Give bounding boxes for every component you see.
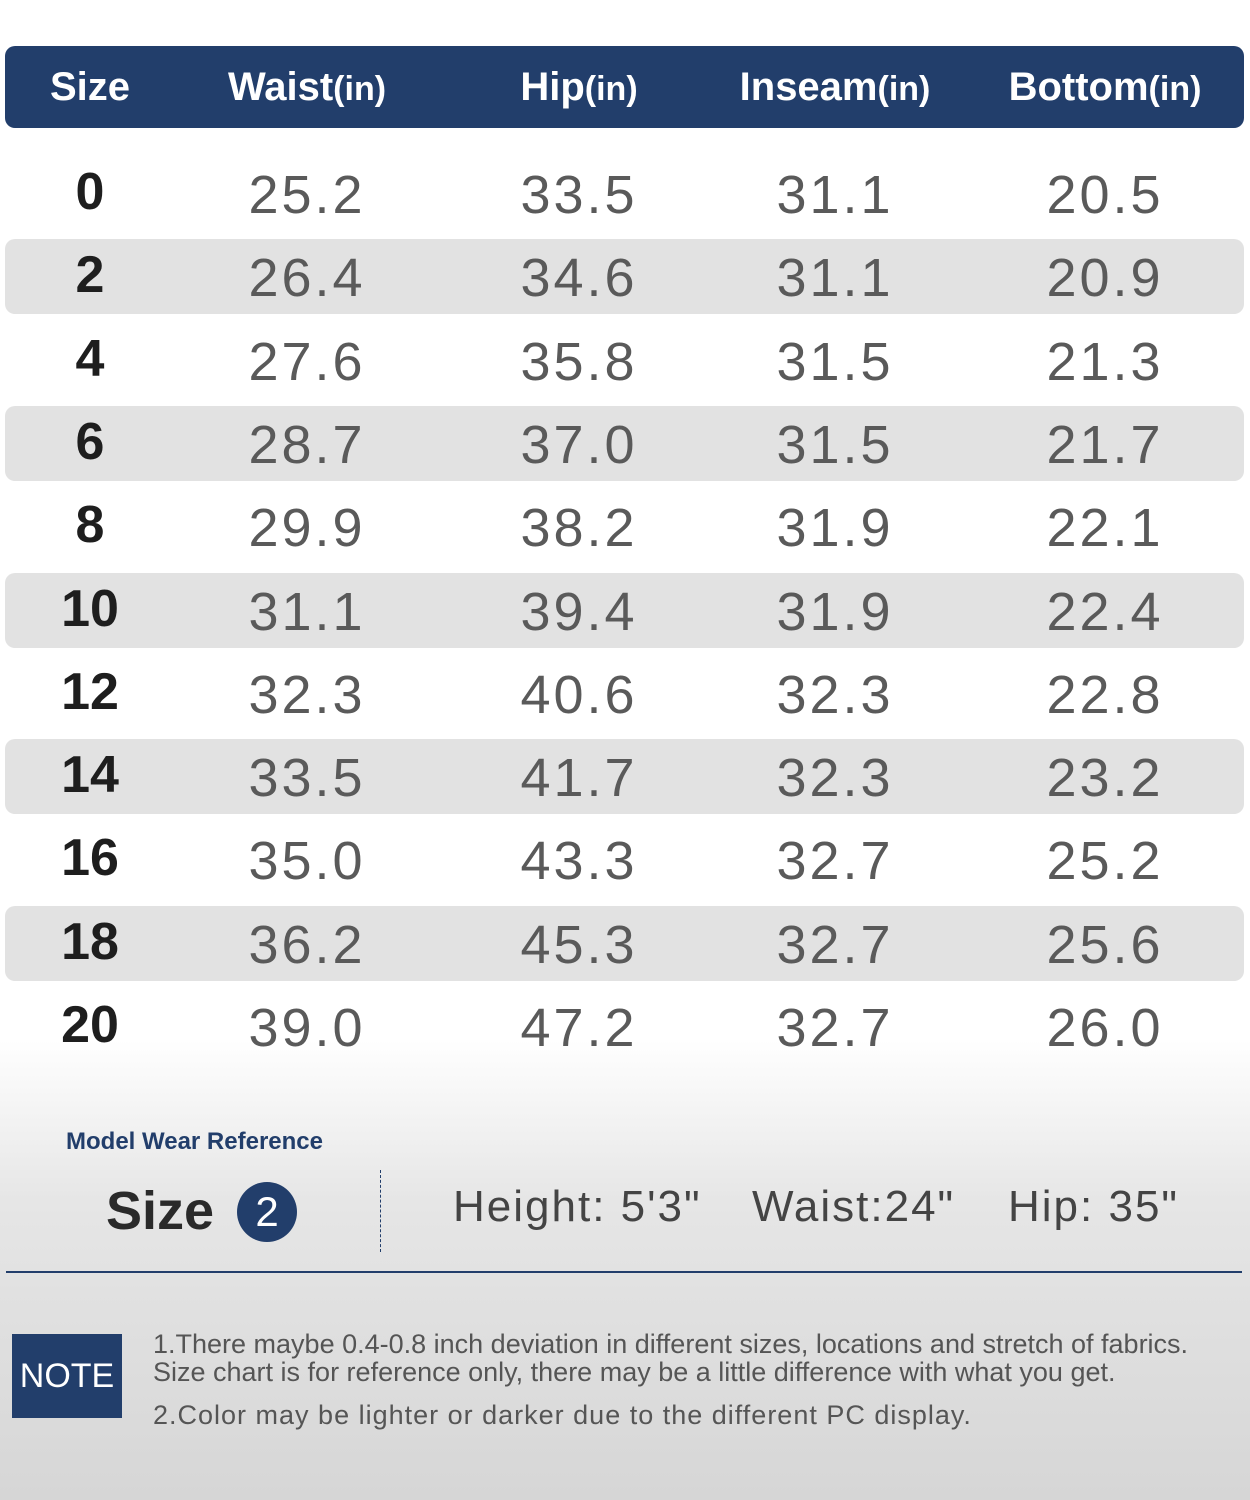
header-label: Bottom (1008, 65, 1149, 109)
header-cell: Waist(in) (187, 46, 427, 128)
row-stripe (5, 572, 1244, 648)
value-cell: 31.1 (776, 248, 894, 309)
value-cell: 38.2 (520, 498, 638, 559)
value-cell: 23.2 (1046, 748, 1164, 809)
header-label: Waist (227, 65, 334, 109)
value-cell: 31.1 (248, 581, 366, 642)
row-stripe (5, 905, 1244, 981)
value-cell: 33.5 (520, 165, 638, 225)
value-cell: 20.9 (1046, 248, 1164, 309)
value-cell: 21.3 (1046, 331, 1164, 392)
value-cell: 41.7 (520, 748, 638, 809)
value-cell: 25.2 (248, 165, 366, 225)
model-measurement: Height: 5'3" (453, 1182, 702, 1231)
value-cell: 33.5 (248, 748, 366, 809)
value-cell: 39.4 (520, 581, 638, 642)
value-cell: 40.6 (520, 664, 638, 725)
note-badge: NOTE (12, 1334, 122, 1418)
value-cell: 28.7 (248, 414, 366, 475)
value-cell: 45.3 (520, 914, 638, 975)
header-label: Hip (520, 65, 585, 109)
value-cell: 25.2 (1046, 831, 1164, 892)
value-cell: 27.6 (248, 331, 366, 392)
divider (380, 1170, 381, 1252)
header-cell: Inseam(in) (715, 46, 955, 128)
value-cell: 20.5 (1046, 165, 1164, 225)
value-cell: 22.1 (1046, 498, 1164, 559)
value-cell: 32.3 (248, 664, 366, 725)
size-cell: 6 (75, 412, 105, 471)
size-cell: 16 (61, 829, 119, 888)
value-cell: 25.6 (1046, 914, 1164, 975)
separator (6, 1271, 1242, 1273)
size-cell: 2 (75, 246, 105, 305)
header-label: Inseam (739, 65, 878, 109)
value-cell: 26.0 (1046, 998, 1164, 1058)
size-cell: 4 (75, 329, 105, 388)
value-cell: 31.9 (776, 581, 894, 642)
header-bar (5, 46, 1244, 128)
value-cell: 34.6 (520, 248, 638, 309)
size-cell: 0 (75, 163, 105, 221)
value-cell: 22.4 (1046, 581, 1164, 642)
value-cell: 37.0 (520, 414, 638, 475)
value-cell: 39.0 (248, 998, 366, 1058)
header-unit: (in) (333, 70, 387, 108)
value-cell: 36.2 (248, 914, 366, 975)
value-cell: 35.8 (520, 331, 638, 392)
value-cell: 29.9 (248, 498, 366, 559)
value-cell: 32.7 (776, 914, 894, 975)
header-label: Size (49, 65, 131, 109)
value-cell: 35.0 (248, 831, 366, 892)
value-cell: 21.7 (1046, 414, 1164, 475)
model-size-label: Size (106, 1181, 215, 1241)
value-cell: 47.2 (520, 998, 638, 1058)
value-cell: 31.5 (776, 414, 894, 475)
value-cell: 31.5 (776, 331, 894, 392)
size-cell: 20 (61, 996, 119, 1054)
header-unit: (in) (1148, 70, 1202, 108)
value-cell: 43.3 (520, 831, 638, 892)
row-stripe (5, 239, 1244, 315)
model-title: Model Wear Reference (66, 1128, 323, 1155)
header-cell: Hip(in) (459, 46, 699, 128)
size-cell: 18 (61, 912, 119, 971)
value-cell: 32.7 (776, 831, 894, 892)
size-cell: 8 (75, 496, 105, 555)
model-measurement: Waist:24" (752, 1182, 956, 1231)
header-cell: Size (0, 46, 210, 128)
row-stripe (5, 405, 1244, 481)
size-cell: 10 (61, 579, 119, 638)
value-cell: 32.3 (776, 748, 894, 809)
size-cell: 14 (61, 746, 119, 805)
value-cell: 31.1 (776, 165, 894, 225)
header-unit: (in) (877, 70, 931, 108)
note-line: 2.Color may be lighter or darker due to … (153, 1400, 972, 1430)
value-cell: 22.8 (1046, 664, 1164, 725)
row-stripe (5, 739, 1244, 815)
size-cell: 12 (61, 662, 119, 721)
value-cell: 32.3 (776, 664, 894, 725)
value-cell: 31.9 (776, 498, 894, 559)
value-cell: 32.7 (776, 998, 894, 1058)
note-line: 1.There maybe 0.4-0.8 inch deviation in … (153, 1329, 1189, 1359)
model-measurement: Hip: 35" (1008, 1182, 1180, 1231)
model-size-value: 2 (237, 1182, 297, 1242)
note-line: Size chart is for reference only, there … (153, 1357, 1116, 1387)
header-cell: Bottom(in) (985, 46, 1225, 128)
value-cell: 26.4 (248, 248, 366, 309)
header-unit: (in) (584, 70, 638, 108)
